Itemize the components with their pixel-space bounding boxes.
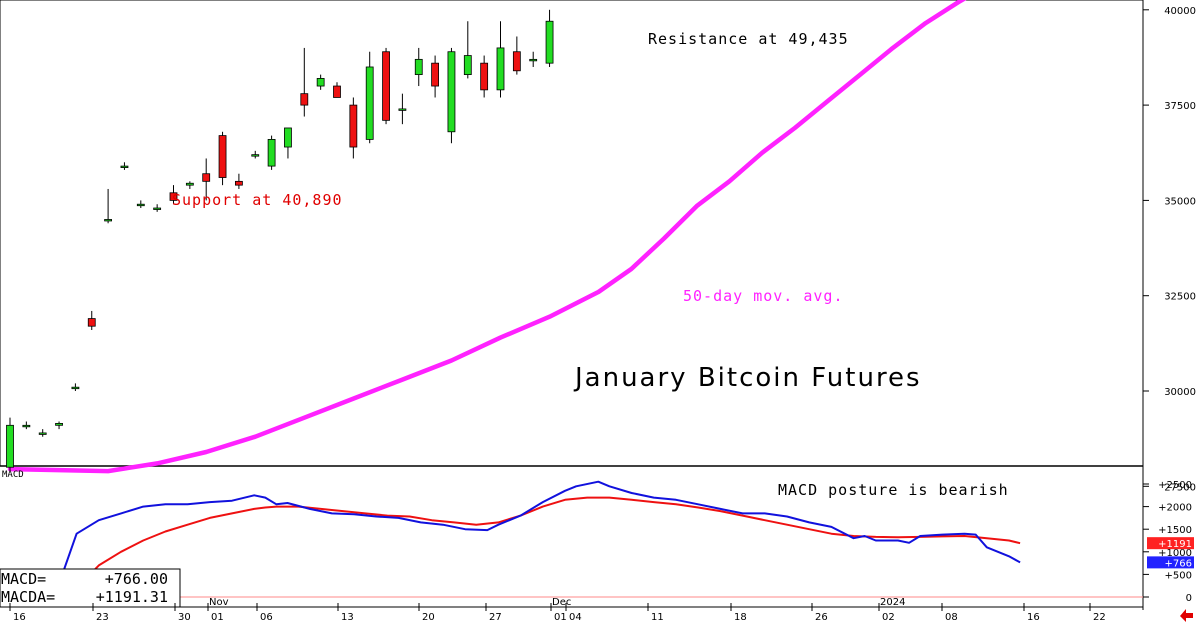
candle-body — [185, 182, 194, 186]
macd-series-macd — [53, 480, 1021, 598]
candle-body — [333, 85, 341, 98]
date-tick-label: 20 — [422, 612, 435, 623]
date-tick-label: 26 — [815, 612, 828, 623]
candle-body — [300, 93, 309, 106]
date-tick-label: 22 — [1093, 612, 1106, 623]
candle-body — [267, 139, 276, 167]
price-axis: 5000047500450004250040000375003500032500… — [1143, 6, 1196, 493]
scroll-right-arrow-icon[interactable] — [1180, 609, 1193, 622]
macd-tag-box — [1147, 537, 1194, 550]
candle-body — [38, 432, 47, 435]
month-label: 2024 — [880, 597, 905, 608]
candle-body — [22, 424, 31, 428]
price-panel-grid — [0, 0, 1144, 610]
price-panel-frame — [0, 0, 1144, 467]
date-tick-label: 16 — [13, 612, 26, 623]
macd-tick-label: +500 — [1165, 570, 1192, 581]
candle-body — [529, 58, 538, 62]
support-label: Support at 40,890 — [172, 191, 343, 209]
price-tick-label: 30000 — [1164, 387, 1196, 398]
date-tick-label: 08 — [945, 612, 958, 623]
date-tick-label: 16 — [1027, 612, 1040, 623]
date-tick-label: 27 — [489, 612, 502, 623]
candle-body — [480, 62, 489, 91]
candle-body — [6, 424, 14, 468]
moving-average-label: 50-day mov. avg. — [683, 287, 844, 305]
candlesticks — [6, 9, 554, 472]
date-tick-label: 01 — [211, 612, 224, 623]
date-tick-label: 02 — [882, 612, 895, 623]
chart-title: January Bitcoin Futures — [573, 363, 922, 393]
price-tick-label: 37500 — [1164, 101, 1196, 112]
date-tick-label: 01 — [554, 612, 567, 623]
candle-body — [496, 47, 505, 91]
macd-annotation: MACD posture is bearish — [778, 481, 1009, 499]
date-tick-label: 06 — [260, 612, 273, 623]
candle-body — [87, 318, 96, 327]
macd-tick-label: +2000 — [1158, 503, 1192, 514]
candle-body — [398, 108, 407, 111]
candle-body — [55, 423, 63, 426]
candle-body — [218, 135, 227, 178]
candle-body — [512, 51, 521, 72]
candle-body — [202, 173, 211, 182]
macd-tag-box — [1147, 556, 1194, 569]
candle-body — [316, 78, 325, 87]
candle-body — [234, 180, 243, 186]
price-tick-label: 32500 — [1164, 292, 1196, 303]
macd-tick-label: 0 — [1186, 593, 1192, 604]
candle-body — [71, 386, 80, 390]
macd-readout-label: MACD= — [1, 570, 46, 588]
date-tick-label: 04 — [569, 612, 582, 623]
candle-body — [382, 51, 390, 121]
candle-body — [169, 192, 178, 201]
moving-average-line — [7, 0, 967, 474]
candle-body — [447, 51, 456, 133]
macd-panel-title: MACD — [2, 470, 24, 480]
macda-readout-value: +1191.31 — [96, 588, 168, 606]
resistance-label: Resistance at 49,435 — [648, 30, 849, 48]
macda-readout-label: MACDA= — [1, 588, 55, 606]
macd-series-macda — [75, 496, 1021, 589]
macd-tick-label: +2500 — [1158, 480, 1192, 491]
macd-tag-label: +1191 — [1158, 539, 1192, 550]
date-tick-label: 13 — [341, 612, 354, 623]
date-tick-label: 23 — [96, 612, 109, 623]
month-label: Dec — [552, 597, 571, 608]
candle-body — [545, 20, 554, 64]
macd-tick-label: +1500 — [1158, 525, 1192, 536]
moving-average-path — [7, 0, 967, 474]
macd-tag-label: +766 — [1165, 558, 1192, 569]
month-label: Nov — [209, 597, 229, 608]
candle-body — [284, 127, 292, 148]
candle-body — [414, 58, 423, 76]
price-tick-label: 35000 — [1164, 196, 1196, 207]
candle-body — [463, 55, 472, 76]
candle-body — [136, 203, 145, 207]
candle-body — [251, 154, 260, 157]
candle-body — [153, 207, 162, 210]
macd-tick-label: +1000 — [1158, 548, 1192, 559]
candle-body — [120, 165, 129, 168]
candle-body — [349, 104, 358, 148]
price-tick-label: 27500 — [1164, 482, 1196, 493]
macd-readout: MACD= +766.00 MACDA= +1191.31 — [0, 568, 181, 608]
date-tick-label: 18 — [734, 612, 747, 623]
date-tick-label: 30 — [178, 612, 191, 623]
price-tick-label: 40000 — [1164, 6, 1196, 17]
macd-axis: +2500 +2000 +1500 +1000 +500 0 — [1143, 480, 1192, 604]
candle-body — [431, 62, 440, 87]
macd-readout-value: +766.00 — [105, 570, 168, 588]
candle-body — [365, 66, 374, 140]
macd-lines — [53, 480, 1021, 598]
date-tick-label: 11 — [651, 612, 664, 623]
candle-body — [104, 219, 112, 222]
macd-tags: +1191 +766 — [1147, 537, 1194, 569]
